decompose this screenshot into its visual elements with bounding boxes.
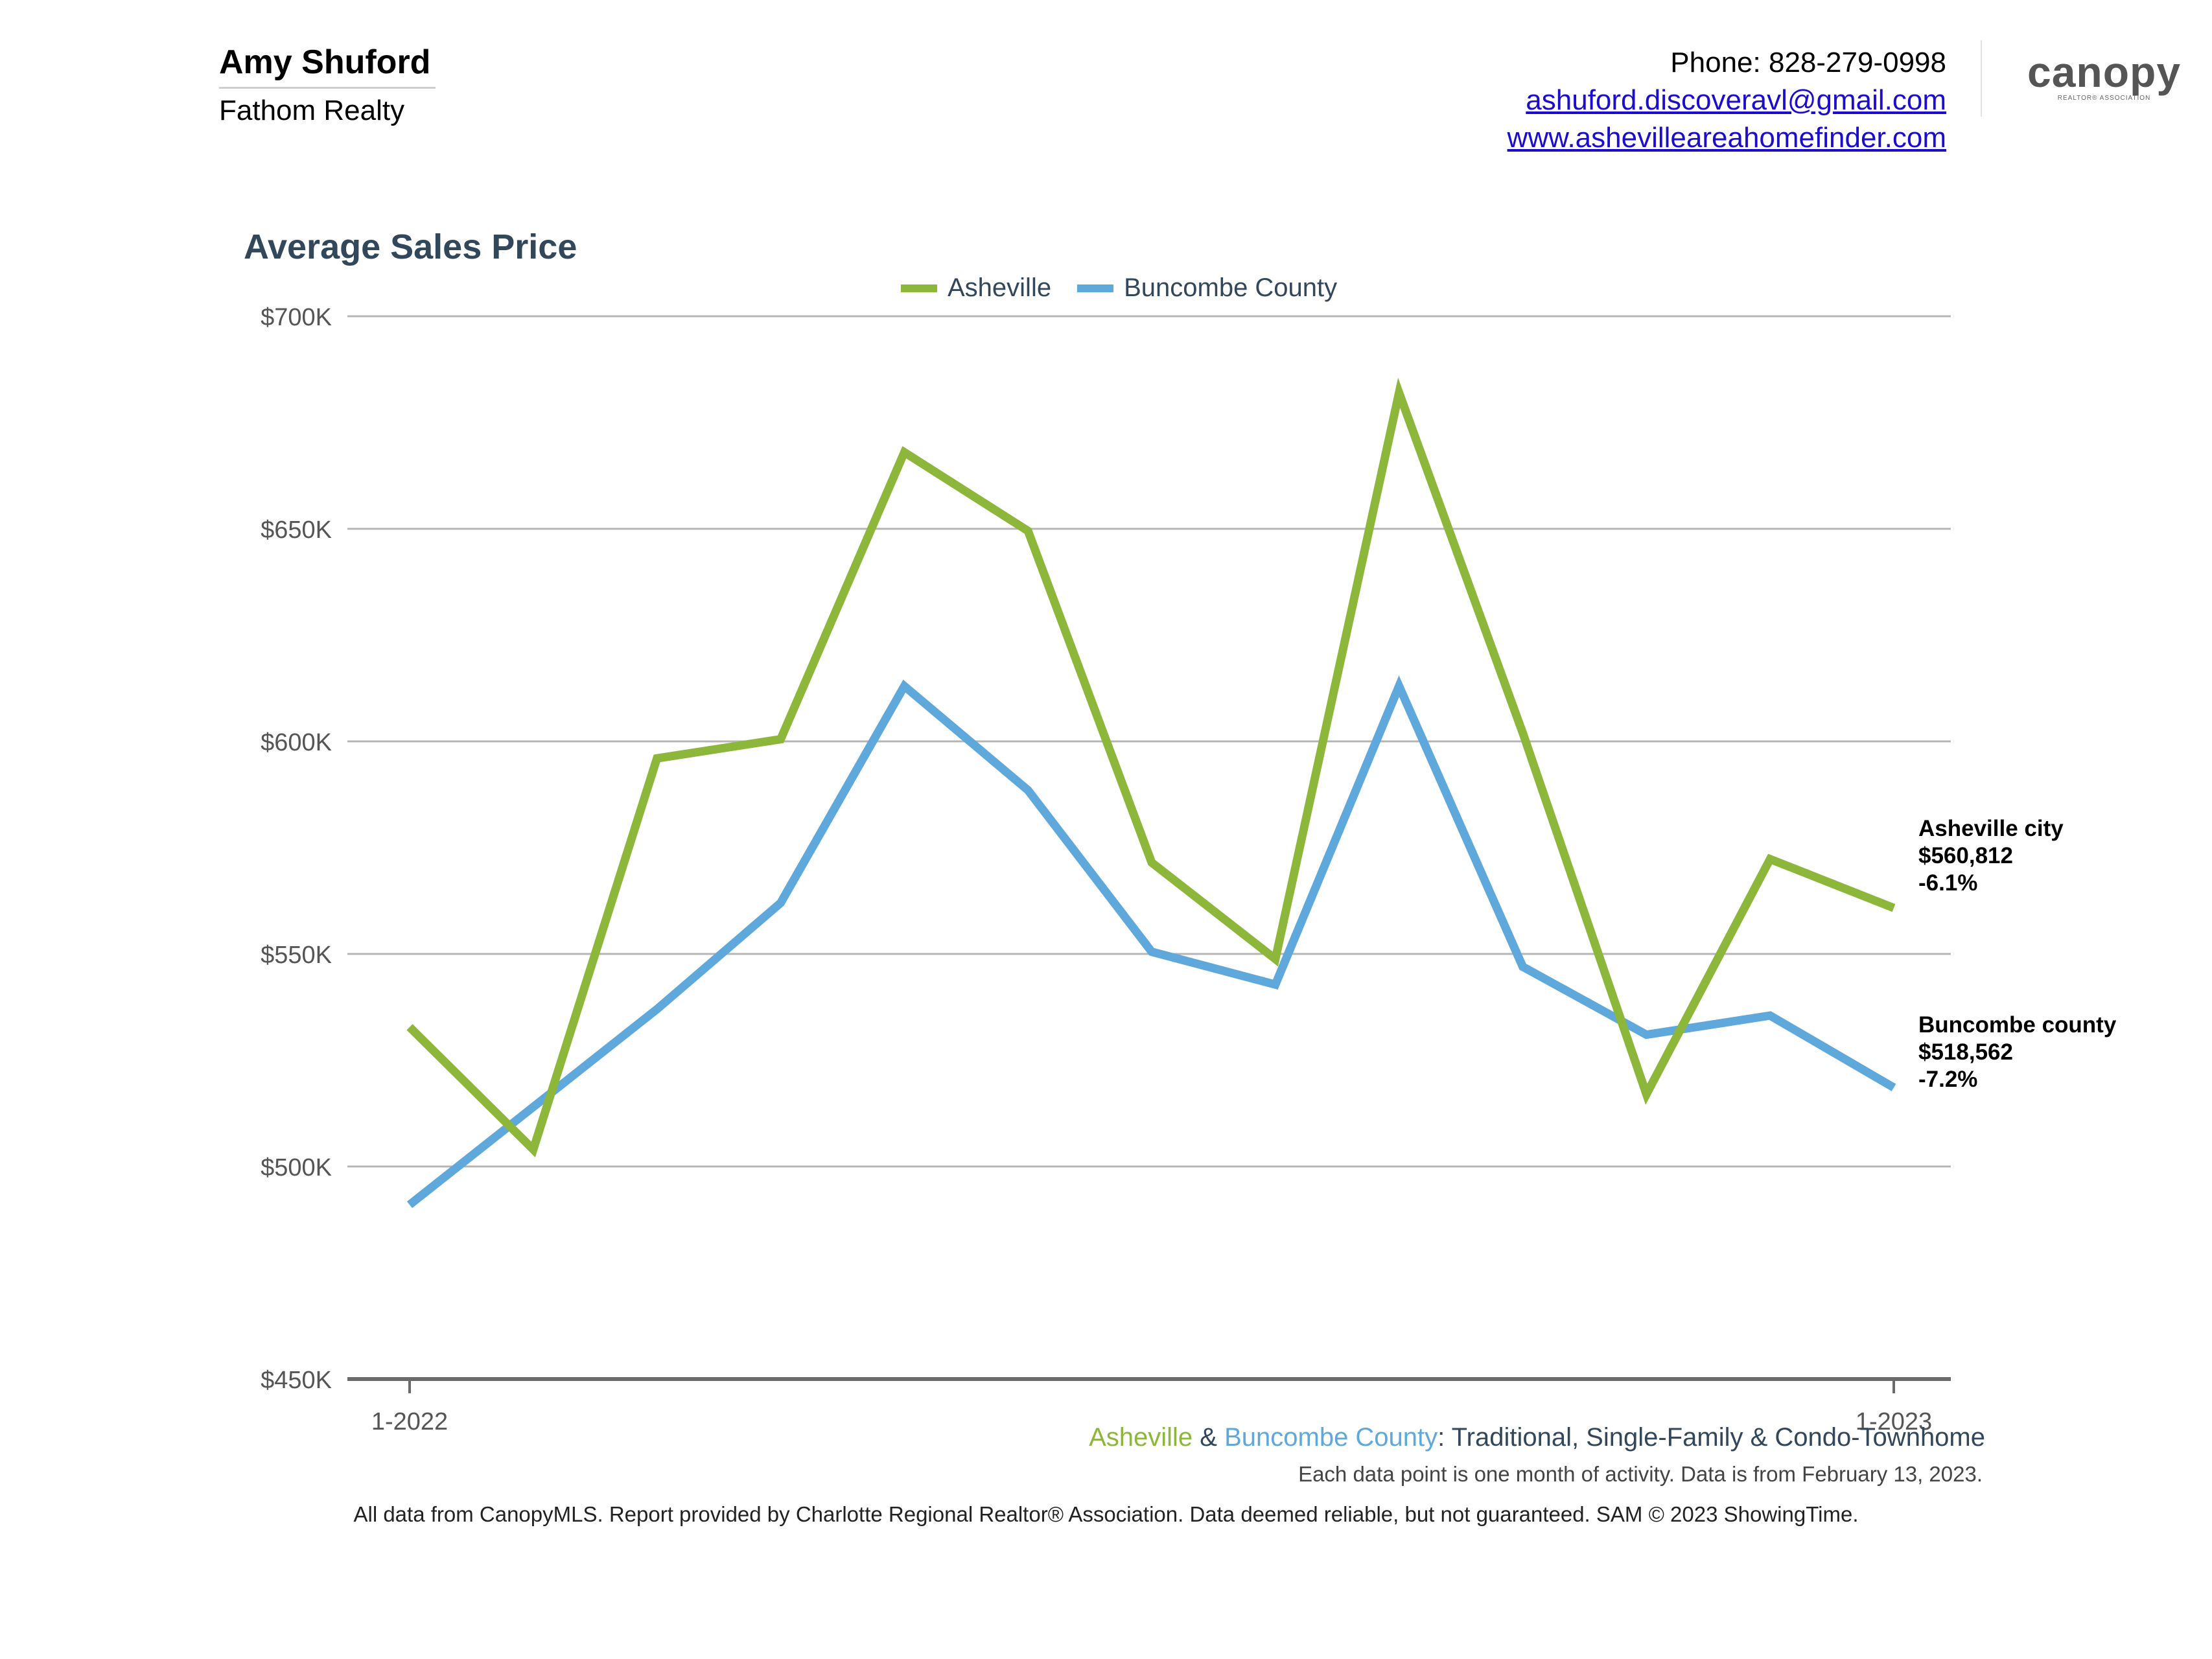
logo-wordmark: canopy xyxy=(2027,48,2182,96)
header-divider xyxy=(1981,40,1982,117)
agent-name-underline xyxy=(219,87,436,89)
legend-item-buncombe: Buncombe County xyxy=(1077,273,1337,303)
subtitle-rest: : Traditional, Single-Family & Condo-Tow… xyxy=(1438,1423,1985,1452)
end-label-line: -7.2% xyxy=(1918,1067,1977,1092)
chart-legend: Asheville Buncombe County xyxy=(901,273,1363,303)
email-link[interactable]: ashuford.discoveravl@gmail.com xyxy=(1526,84,1946,116)
end-label-line: $518,562 xyxy=(1918,1039,2013,1065)
legend-swatch-buncombe xyxy=(1077,284,1114,292)
x-tick-label: 1-2022 xyxy=(371,1408,448,1435)
series-lines xyxy=(406,377,1896,1209)
legend-item-asheville: Asheville xyxy=(901,273,1051,303)
chart-title: Average Sales Price xyxy=(244,227,577,266)
end-label-line: $560,812 xyxy=(1918,843,2013,868)
series-line-asheville xyxy=(406,377,1896,1157)
end-label-buncombe-county: Buncombe county $518,562 -7.2% xyxy=(1918,1012,2117,1092)
y-tick-label: $450K xyxy=(261,1367,332,1394)
website-link[interactable]: www.ashevilleareahomefinder.com xyxy=(1507,122,1946,154)
y-tick-label: $550K xyxy=(261,942,332,969)
end-label-line: Asheville city xyxy=(1918,816,2064,841)
agent-company: Fathom Realty xyxy=(219,95,405,126)
grid-lines xyxy=(347,315,1951,1381)
data-note: Each data point is one month of activity… xyxy=(1298,1462,1983,1486)
y-tick-label: $600K xyxy=(261,729,332,756)
series-line-buncombe-county xyxy=(406,675,1896,1209)
y-tick-label: $700K xyxy=(261,304,332,331)
x-axis-ticks: 1-2022 1-2023 xyxy=(371,1379,1932,1435)
y-tick-label: $650K xyxy=(261,516,332,544)
end-label-asheville: Asheville city $560,812 -6.1% xyxy=(1918,816,2064,896)
y-axis-ticks: $450K $500K $550K $600K $650K $700K xyxy=(261,304,332,1394)
chart-subtitle: Asheville & Buncombe County: Traditional… xyxy=(1089,1423,1985,1452)
end-annotations: Asheville city $560,812 -6.1% Buncombe coun… xyxy=(1918,816,2117,1092)
footer-disclaimer: All data from CanopyMLS. Report provided… xyxy=(353,1502,1859,1526)
y-tick-label: $500K xyxy=(261,1154,332,1181)
subtitle-asheville: Asheville xyxy=(1089,1423,1193,1452)
end-label-line: -6.1% xyxy=(1918,870,1977,896)
legend-label-buncombe: Buncombe County xyxy=(1124,273,1338,302)
legend-swatch-asheville xyxy=(901,284,937,292)
logo-subtext: REALTOR® ASSOCIATION xyxy=(2057,95,2151,102)
agent-name: Amy Shuford xyxy=(219,43,431,81)
subtitle-ampersand: & xyxy=(1193,1423,1225,1452)
phone-number: Phone: 828-279-0998 xyxy=(1670,47,1946,78)
end-label-line: Buncombe county xyxy=(1918,1012,2117,1038)
canopy-logo: canopy REALTOR® ASSOCIATION xyxy=(2027,51,2181,102)
legend-label-asheville: Asheville xyxy=(948,273,1052,302)
subtitle-buncombe: Buncombe County xyxy=(1224,1423,1438,1452)
x-tick-label: 1-2023 xyxy=(1856,1408,1932,1435)
